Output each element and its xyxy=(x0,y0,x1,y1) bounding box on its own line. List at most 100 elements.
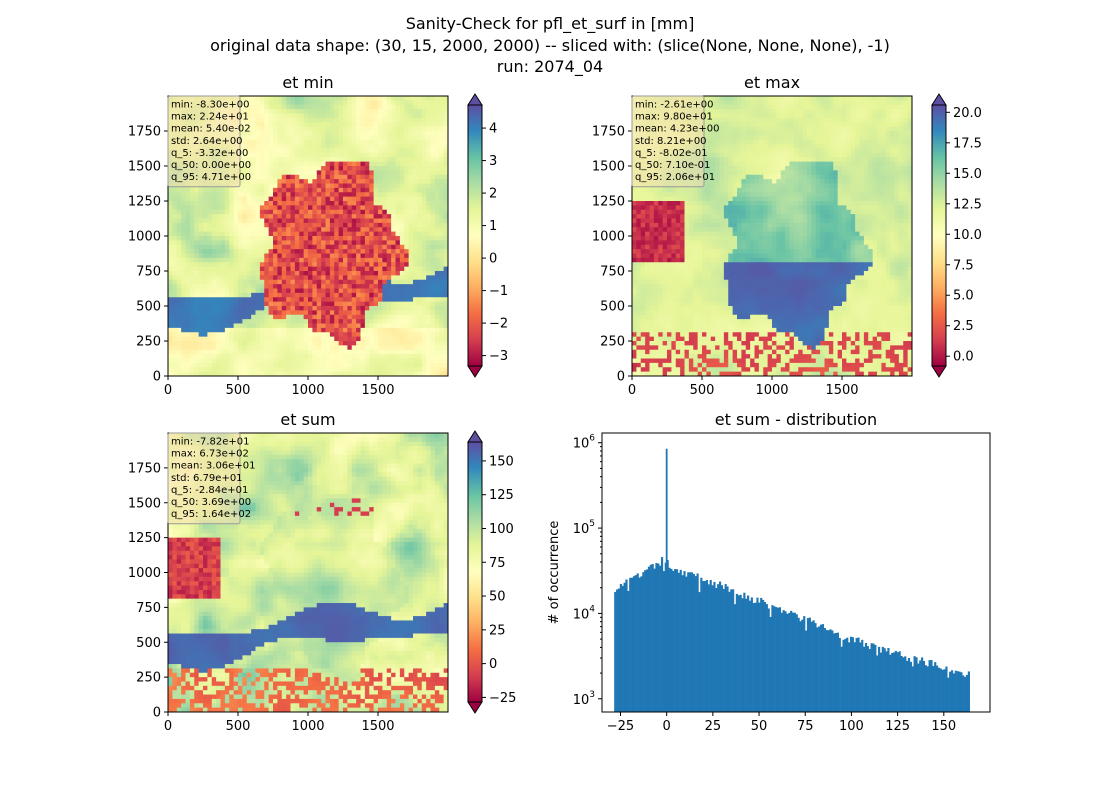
heatmap-cell xyxy=(846,113,852,119)
heatmap-cell xyxy=(334,131,340,136)
heatmap-cell xyxy=(378,231,383,237)
heatmap-cell xyxy=(855,131,860,136)
heatmap-cell xyxy=(229,327,235,333)
heatmap-cell xyxy=(807,122,812,128)
heatmap-cell xyxy=(745,122,751,128)
heatmap-cell xyxy=(430,336,436,342)
heatmap-cell xyxy=(255,109,261,114)
heatmap-cell xyxy=(303,292,309,298)
heatmap-cell xyxy=(259,349,265,355)
heatmap-cell xyxy=(360,113,366,119)
heatmap-cell xyxy=(828,131,834,136)
heatmap-cell xyxy=(246,214,252,219)
heatmap-cell xyxy=(378,345,383,351)
heatmap-cell xyxy=(378,192,383,198)
heatmap-cell xyxy=(268,288,274,294)
heatmap-cell xyxy=(413,349,418,355)
heatmap-cell xyxy=(185,214,191,219)
heatmap-cell xyxy=(723,122,729,128)
heatmap-cell xyxy=(426,117,431,123)
heatmap-cell xyxy=(399,314,405,320)
heatmap-cell xyxy=(430,257,436,263)
heatmap-cell xyxy=(815,104,821,110)
heatmap-cell xyxy=(382,222,388,228)
heatmap-cell xyxy=(347,196,353,202)
heatmap-cell xyxy=(224,222,230,228)
heatmap-cell xyxy=(750,122,755,128)
heatmap-cell xyxy=(382,209,388,215)
heatmap-cell xyxy=(842,126,847,132)
heatmap-cell xyxy=(343,100,348,106)
colorbar-extend-bottom xyxy=(467,365,483,378)
heatmap-cell xyxy=(894,131,900,136)
heatmap-cell xyxy=(399,174,405,180)
colorbar-extend-top xyxy=(467,93,483,106)
heatmap-cell xyxy=(408,183,414,189)
heatmap-cell xyxy=(430,157,436,163)
heatmap-cell xyxy=(338,244,344,250)
heatmap-cell xyxy=(290,336,296,342)
heatmap-cell xyxy=(264,222,270,228)
heatmap-cell xyxy=(347,292,353,298)
heatmap-cell xyxy=(198,205,204,211)
heatmap-cell xyxy=(364,122,370,128)
heatmap-cell xyxy=(233,244,239,250)
heatmap-cell xyxy=(329,279,335,285)
heatmap-cell xyxy=(347,336,353,342)
heatmap-cell xyxy=(251,192,256,198)
heatmap-cell xyxy=(277,275,283,281)
heatmap-cell xyxy=(172,196,178,202)
heatmap-cell xyxy=(316,100,322,106)
heatmap-cell xyxy=(417,240,423,246)
heatmap-cell xyxy=(369,126,375,132)
heatmap-cell xyxy=(347,257,353,263)
heatmap-cell xyxy=(290,358,296,364)
heatmap-cell xyxy=(281,148,287,154)
heatmap-cell xyxy=(399,231,405,237)
heatmap-cell xyxy=(347,236,353,241)
heatmap-cell xyxy=(294,218,300,224)
heatmap-cell xyxy=(259,179,265,184)
heatmap-cell xyxy=(242,187,248,193)
heatmap-cell xyxy=(286,196,291,202)
heatmap-cell xyxy=(343,341,348,346)
heatmap-cell xyxy=(172,354,178,359)
heatmap-cell xyxy=(351,218,357,224)
heatmap-cell xyxy=(255,166,261,171)
heatmap-cell xyxy=(308,231,313,237)
heatmap-cell xyxy=(343,327,348,333)
heatmap-cell xyxy=(294,148,300,154)
heatmap-cell xyxy=(299,244,305,250)
heatmap-cell xyxy=(382,187,388,193)
heatmap-cell xyxy=(251,222,256,228)
heatmap-cell xyxy=(277,152,283,158)
heatmap-cell xyxy=(907,126,913,132)
heatmap-cell xyxy=(220,236,226,241)
heatmap-cell xyxy=(203,266,208,272)
heatmap-cell xyxy=(168,275,173,281)
heatmap-cell xyxy=(290,157,296,163)
heatmap-cell xyxy=(316,166,322,171)
heatmap-cell xyxy=(373,284,379,289)
heatmap-cell xyxy=(417,358,423,364)
heatmap-cell xyxy=(216,336,221,342)
heatmap-cell xyxy=(360,170,366,176)
heatmap-cell xyxy=(172,314,178,320)
heatmap-cell xyxy=(351,166,357,171)
heatmap-cell xyxy=(754,144,760,149)
heatmap-cell xyxy=(242,109,248,114)
heatmap-cell xyxy=(264,152,270,158)
heatmap-cell xyxy=(308,354,313,359)
heatmap-cell xyxy=(728,100,734,106)
heatmap-cell xyxy=(399,257,405,263)
heatmap-cell xyxy=(364,96,370,101)
heatmap-cell xyxy=(303,240,309,246)
heatmap-cell xyxy=(369,262,375,268)
heatmap-cell xyxy=(434,314,440,320)
heatmap-cell xyxy=(255,301,261,307)
heatmap-cell xyxy=(329,314,335,320)
heatmap-cell xyxy=(264,336,270,342)
heatmap-cell xyxy=(356,209,361,215)
heatmap-cell xyxy=(369,358,375,364)
heatmap-cell xyxy=(360,218,366,224)
